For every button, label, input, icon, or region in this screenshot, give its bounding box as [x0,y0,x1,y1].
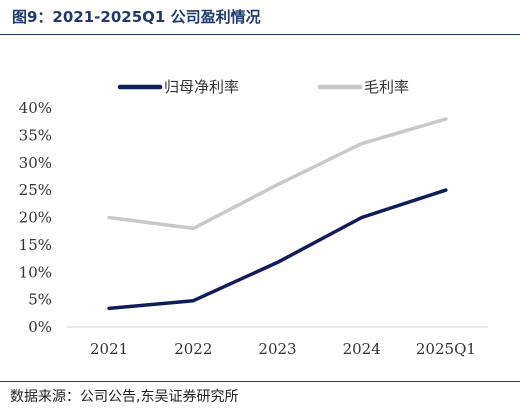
y-tick-label: 5% [28,291,52,309]
line-chart: 归母净利率 毛利率 0% 5% 10% 15% 20% 25% 30% 35% 40% 2021 20… [19,78,488,358]
y-tick-label: 20% [19,209,52,227]
legend-label: 毛利率 [364,78,409,96]
source-divider [0,381,520,382]
title-divider [0,34,520,35]
source-note: 数据来源：公司公告,东吴证券研究所 [10,389,239,405]
x-tick-label: 2025Q1 [416,340,476,358]
y-tick-label: 10% [19,263,52,281]
chart-axes: 0% 5% 10% 15% 20% 25% 30% 35% 40% 2021 2022 2023 202… [19,99,488,358]
series-line [107,188,448,311]
figure-title: 图9：2021-2025Q1 公司盈利情况 [12,8,261,26]
y-tick-label: 0% [28,318,52,336]
x-tick-label: 2021 [90,340,128,358]
x-tick-label: 2024 [343,340,381,358]
x-tick-label: 2023 [258,340,296,358]
x-tick-label: 2022 [174,340,212,358]
y-tick-label: 40% [19,99,52,117]
y-tick-label: 15% [19,236,52,254]
y-tick-label: 25% [19,181,52,199]
y-tick-label: 30% [19,154,52,172]
chart-legend: 归母净利率 毛利率 [117,78,409,96]
chart-series [107,117,448,311]
series-line [107,117,448,231]
legend-label: 归母净利率 [164,78,239,96]
y-tick-label: 35% [19,126,52,144]
